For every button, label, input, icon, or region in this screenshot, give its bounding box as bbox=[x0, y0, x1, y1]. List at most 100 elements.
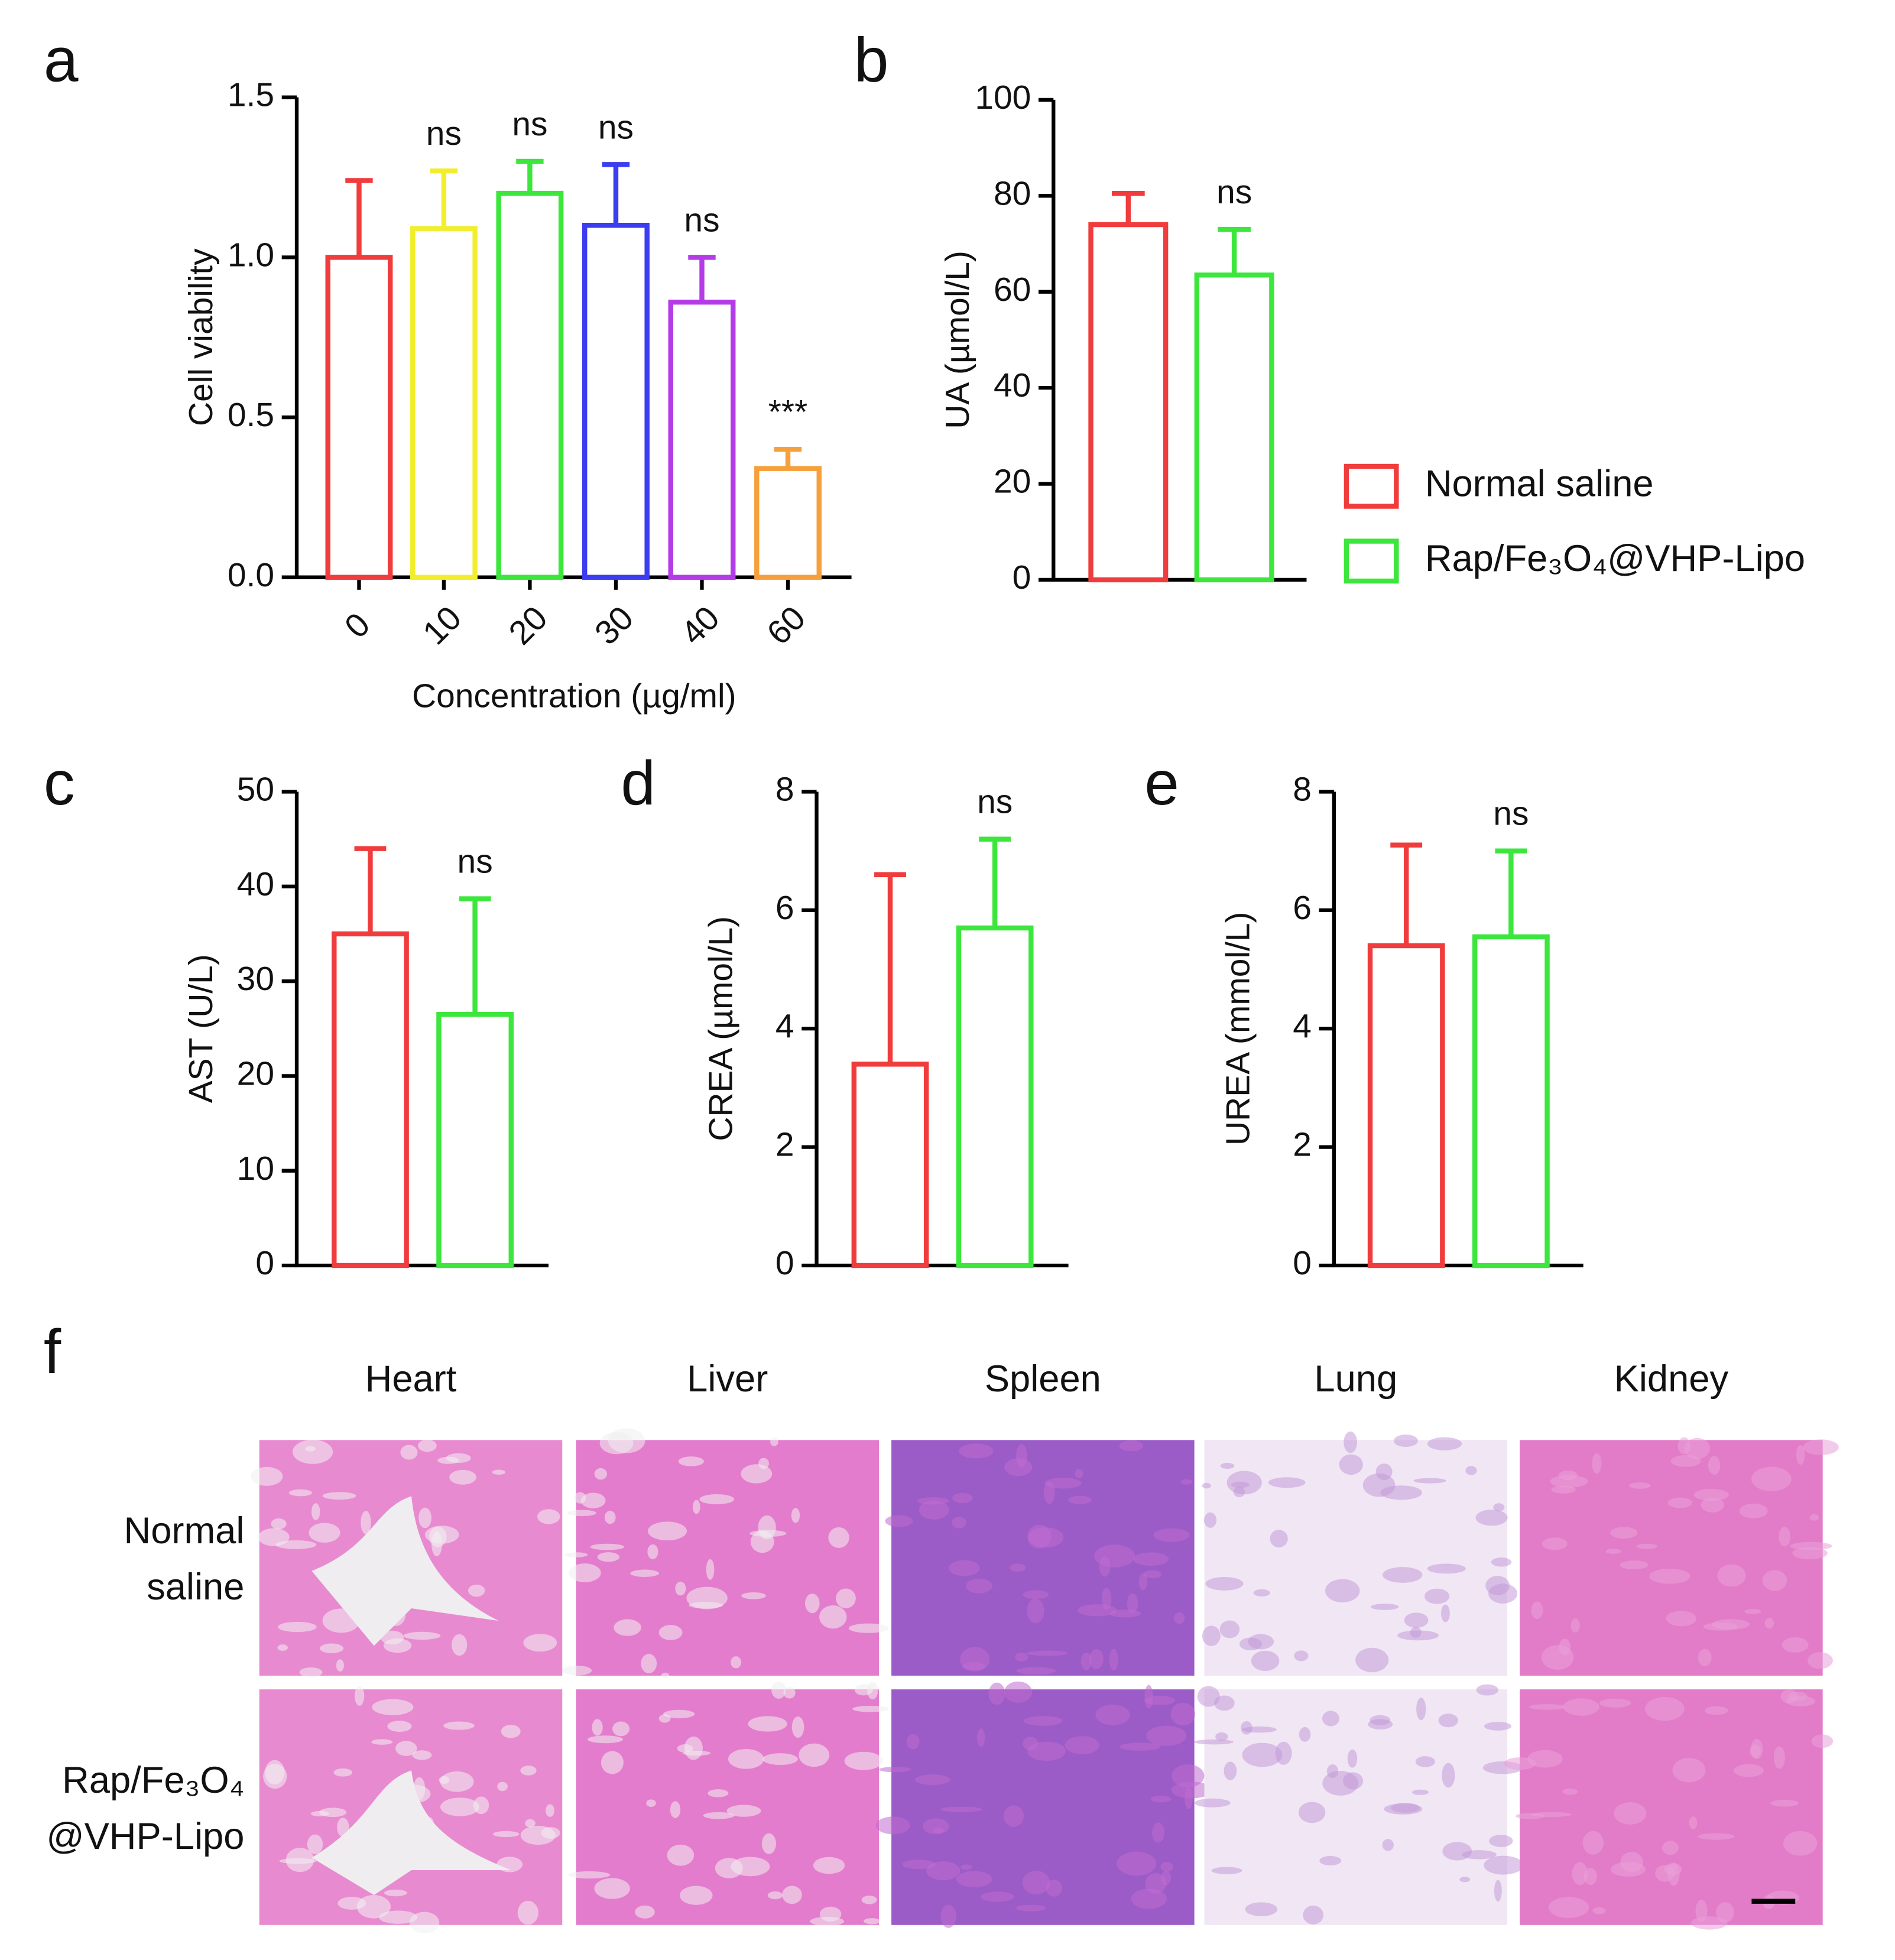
tissue-texture bbox=[1015, 1904, 1046, 1912]
tissue-texture bbox=[1442, 1763, 1455, 1788]
tissue-texture bbox=[277, 1644, 288, 1651]
tissue-texture bbox=[952, 1517, 966, 1529]
tissue-texture bbox=[1620, 1851, 1643, 1873]
tissue-texture bbox=[1251, 1650, 1280, 1672]
tissue-texture bbox=[1375, 1463, 1393, 1480]
tissue-texture bbox=[590, 1543, 625, 1550]
tissue-texture bbox=[1664, 1863, 1682, 1875]
tissue-texture bbox=[864, 1918, 881, 1925]
tissue-texture bbox=[1144, 1570, 1162, 1579]
y-tick-label: 0 bbox=[1013, 559, 1031, 596]
tissue-texture bbox=[977, 1728, 985, 1747]
tissue-texture bbox=[567, 1871, 611, 1879]
tissue-texture bbox=[1592, 1453, 1602, 1474]
tissue-texture bbox=[356, 1895, 391, 1919]
tissue-texture bbox=[819, 1906, 842, 1922]
tissue-texture bbox=[1220, 1462, 1235, 1469]
tissue-texture bbox=[926, 1861, 961, 1881]
tissue-texture bbox=[1068, 1495, 1092, 1504]
tissue-texture bbox=[292, 1439, 333, 1464]
tissue-texture bbox=[1268, 1477, 1306, 1488]
tissue-texture bbox=[1427, 1563, 1466, 1574]
tissue-texture bbox=[1131, 1888, 1167, 1909]
tissue-texture bbox=[601, 1751, 624, 1774]
tissue-texture bbox=[319, 1643, 344, 1653]
tissue-texture bbox=[1046, 1880, 1062, 1897]
tissue-texture bbox=[741, 1592, 766, 1599]
y-tick-label: 8 bbox=[775, 771, 794, 809]
tissue-texture bbox=[541, 1827, 560, 1839]
tissue-texture bbox=[403, 1631, 441, 1640]
tissue-texture bbox=[1213, 1695, 1235, 1711]
y-tick-label: 6 bbox=[1293, 889, 1312, 927]
tissue-texture bbox=[1027, 1524, 1052, 1549]
tissue-texture bbox=[1792, 1547, 1828, 1559]
bar bbox=[668, 299, 736, 580]
tissue-texture bbox=[1672, 1758, 1706, 1783]
legend-label: Rap/Fe₃O₄@VHP-Lipo bbox=[1425, 538, 1805, 579]
tissue-texture bbox=[371, 1739, 393, 1745]
tissue-texture bbox=[1803, 1439, 1839, 1455]
tissue-texture bbox=[791, 1716, 804, 1738]
y-tick-label: 4 bbox=[775, 1007, 794, 1045]
tissue-texture bbox=[966, 1578, 993, 1594]
histology-image bbox=[576, 1440, 879, 1676]
tissue-texture bbox=[1016, 1667, 1056, 1675]
tissue-texture bbox=[867, 1682, 878, 1700]
y-tick-label: 40 bbox=[237, 865, 274, 903]
row-label: Rap/Fe₃O₄ bbox=[62, 1760, 244, 1801]
tissue-texture bbox=[761, 1833, 776, 1854]
tissue-texture bbox=[1171, 1781, 1212, 1799]
tissue-texture bbox=[319, 1808, 347, 1818]
tissue-texture bbox=[1662, 1841, 1679, 1855]
tissue-texture bbox=[1133, 1552, 1169, 1566]
tissue-texture bbox=[770, 1437, 778, 1446]
tissue-texture bbox=[1239, 1637, 1263, 1651]
tissue-texture bbox=[285, 1848, 314, 1873]
error-bar bbox=[1218, 226, 1251, 275]
y-tick-label: 1.5 bbox=[228, 76, 274, 114]
tissue-texture bbox=[791, 1508, 800, 1523]
tissue-texture bbox=[658, 1625, 683, 1640]
panel-label: e bbox=[1144, 749, 1179, 818]
tissue-texture bbox=[1704, 1706, 1728, 1715]
tissue-texture bbox=[1645, 1696, 1685, 1721]
tissue-texture bbox=[278, 1621, 317, 1633]
y-axis-label: CREA (µmol/L) bbox=[702, 916, 739, 1141]
tissue-texture bbox=[1080, 1652, 1092, 1670]
y-axis-label: UA (µmol/L) bbox=[939, 251, 976, 429]
tissue-texture bbox=[1605, 1549, 1621, 1554]
tissue-texture bbox=[395, 1741, 417, 1756]
bar bbox=[332, 931, 409, 1268]
tissue-texture bbox=[1095, 1705, 1130, 1725]
tissue-texture bbox=[1703, 1622, 1738, 1631]
row-label: saline bbox=[147, 1566, 244, 1608]
tissue-texture bbox=[299, 1667, 323, 1677]
legend-swatch bbox=[1344, 538, 1399, 584]
error-bar bbox=[459, 896, 491, 1015]
tissue-texture bbox=[1424, 1588, 1450, 1604]
y-axis-label: Cell viability bbox=[182, 248, 220, 426]
tissue-texture bbox=[1185, 1787, 1193, 1809]
y-tick-label: 2 bbox=[1293, 1126, 1312, 1164]
tissue-texture bbox=[592, 1719, 603, 1736]
tissue-texture bbox=[372, 1699, 414, 1715]
bar bbox=[1194, 272, 1274, 583]
annotation: ns bbox=[457, 843, 493, 881]
tissue-texture bbox=[915, 1774, 950, 1785]
tissue-texture bbox=[449, 1469, 476, 1485]
error-bar bbox=[1495, 848, 1527, 937]
tissue-texture bbox=[418, 1507, 431, 1529]
tissue-texture bbox=[1253, 1589, 1270, 1596]
tissue-texture bbox=[1796, 1445, 1805, 1465]
tissue-texture bbox=[1415, 1756, 1435, 1767]
annotation: ns bbox=[1493, 795, 1529, 833]
tissue-texture bbox=[1592, 1907, 1606, 1914]
tissue-texture bbox=[1698, 1833, 1735, 1840]
error-bar bbox=[345, 178, 373, 258]
tissue-texture bbox=[1197, 1686, 1220, 1707]
annotation: ns bbox=[426, 115, 462, 152]
tissue-texture bbox=[783, 1687, 796, 1699]
tissue-texture bbox=[1649, 1568, 1690, 1584]
tissue-texture bbox=[1491, 1557, 1512, 1567]
